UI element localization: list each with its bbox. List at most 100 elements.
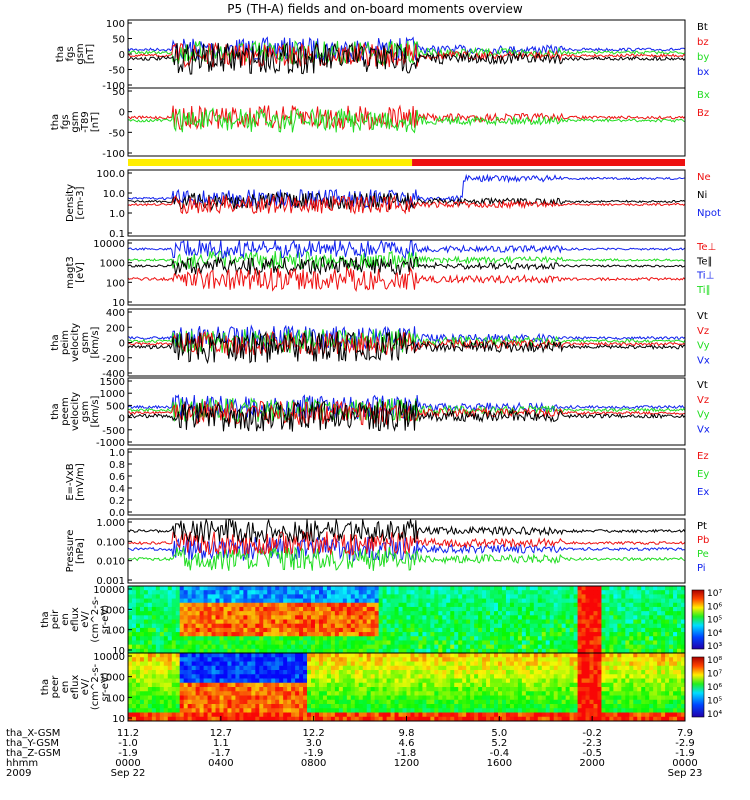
y-axis-label: tha <box>40 611 51 627</box>
y-axis-label: [eV] <box>75 262 86 283</box>
y-axis-label: tha <box>40 679 51 695</box>
series-line-Pe <box>128 546 685 571</box>
panel-frame <box>127 377 686 446</box>
y-axis-label: -T89 <box>80 111 91 133</box>
x-row-value: 5.0 <box>491 728 507 739</box>
y-tick-label: -400 <box>102 369 125 380</box>
y-axis-label: eflux <box>70 675 81 700</box>
legend-entry-Ni: Ni <box>697 190 707 201</box>
colorbar-scale <box>691 589 705 650</box>
colorbar-peir-eflux: 10⁷ 10⁶ 10⁵ 10⁴ 10³ <box>691 589 722 652</box>
colorbar-tick-label: 10⁶ <box>707 683 722 693</box>
panel-peer-eflux: 10⁸ 10⁷ 10⁶ 10⁵ 10⁴ 10000 1000 100 10 tha peer en ef… <box>40 652 722 725</box>
y-tick-label: 0.001 <box>96 576 125 587</box>
colorbar-tick-label: 10⁸ <box>707 656 722 666</box>
y-tick-label: 100 <box>106 278 125 289</box>
legend-entry-Ti⊥: Ti⊥ <box>696 271 714 282</box>
x-row-value: -2.9 <box>675 738 695 749</box>
legend-entry-Pi: Pi <box>697 563 706 574</box>
panel-temperature: 10000 1000 100 10 magt3 [eV] Te⊥ Te∥ Ti⊥ Ti∥ <box>65 239 716 309</box>
series-line-Ti⊥ <box>128 240 685 260</box>
x-row-value: 2000 <box>579 758 604 769</box>
y-tick-label: 0.2 <box>109 496 125 507</box>
y-tick-label: 100 <box>106 626 125 637</box>
y-axis-label: en <box>60 681 71 694</box>
x-row-value: 7.9 <box>677 728 693 739</box>
legend-entry-Vy: Vy <box>697 341 710 352</box>
series-line-Pt <box>128 519 685 544</box>
colorbar-tick-label: 10³ <box>707 642 722 652</box>
y-tick-label: 0.0 <box>109 508 125 519</box>
y-axis-label: eV/ <box>80 678 91 695</box>
panel-peer-eflux-plot <box>128 653 685 721</box>
panel-temperature-plot <box>128 240 685 292</box>
y-axis-label: peir <box>50 609 61 629</box>
legend-entry-Pe: Pe <box>697 549 709 560</box>
x-row-value: -1.7 <box>211 748 231 759</box>
y-axis-label: gsm <box>75 43 86 64</box>
colorbar-tick-label: 10⁷ <box>707 589 722 599</box>
y-tick-label: 10 <box>112 714 125 725</box>
legend-entry-Ez: Ez <box>697 451 709 462</box>
x-row-label: tha_Z-GSM <box>6 748 61 759</box>
y-axis-label: E=-VxB <box>65 463 76 500</box>
y-tick-label: 10000 <box>93 239 125 250</box>
series-line-Vt <box>128 330 685 365</box>
colorbar-peer-eflux: 10⁸ 10⁷ 10⁶ 10⁵ 10⁴ <box>691 656 722 720</box>
y-tick-label: 0 <box>119 339 125 350</box>
y-tick-label: 10 <box>112 298 125 309</box>
panel-peir-eflux: 10⁷ 10⁶ 10⁵ 10⁴ 10³ 10000 1000 100 10 tha peir en ef… <box>40 585 722 657</box>
y-tick-label: 100 <box>106 19 125 30</box>
x-row-value: 12.7 <box>210 728 232 739</box>
legend-entry-Ey: Ey <box>697 469 709 480</box>
y-tick-label: -100 <box>102 81 125 92</box>
y-axis-label: gsm <box>70 111 81 132</box>
legend-entry-Te⊥: Te⊥ <box>696 242 716 253</box>
y-axis-label: velocity <box>70 392 81 431</box>
x-row-value: -0.5 <box>582 748 602 759</box>
panel-peir-eflux-plot <box>128 586 685 653</box>
x-row-value: -0.4 <box>490 748 510 759</box>
colorbar-tick-label: 10⁵ <box>707 697 722 707</box>
panel-frame <box>127 169 686 237</box>
y-axis-label: Pressure <box>65 530 76 573</box>
y-tick-label: -1000 <box>96 438 125 449</box>
x-row-value: Sep 22 <box>111 768 146 779</box>
series-line-Ni <box>128 191 685 212</box>
x-row-value: 0400 <box>208 758 233 769</box>
legend-entry-Bt: Bt <box>697 22 708 33</box>
y-tick-label: -200 <box>102 354 125 365</box>
panel-fgs-gsm-t89-plot <box>128 104 685 134</box>
x-row-value: -1.0 <box>118 738 138 749</box>
y-axis-label: tha <box>50 403 61 419</box>
series-line-Bt <box>128 41 685 75</box>
y-tick-label: 0.6 <box>109 472 125 483</box>
x-row-value: 5.2 <box>491 738 507 749</box>
legend-entry-Pt: Pt <box>697 521 707 532</box>
y-axis-label: (cm^2-s- <box>90 596 101 643</box>
panel-fgs-gsm-t89: 50 0 -50 -100 tha fgs gsm -T89 [nT] Bx Bz <box>50 87 710 160</box>
y-tick-label: 400 <box>106 308 125 319</box>
y-tick-label: 0.4 <box>109 484 125 495</box>
y-axis-label: [mV/m] <box>75 463 86 501</box>
series-line-Ti∥ <box>128 250 685 271</box>
legend-entry-Vy: Vy <box>697 410 710 421</box>
x-row-value: 0800 <box>301 758 326 769</box>
x-row-value: 9.8 <box>399 728 415 739</box>
x-row-label: tha_Y-GSM <box>6 738 59 749</box>
colorbar-tick-label: 10⁶ <box>707 602 722 612</box>
y-axis-label: sr-eV) <box>100 605 111 634</box>
y-tick-label: 10000 <box>93 585 125 596</box>
x-row-value: -1.9 <box>118 748 138 759</box>
x-row-value: 4.6 <box>399 738 415 749</box>
y-tick-label: 1000 <box>100 605 125 616</box>
panel-peim-velocity-plot <box>128 324 685 365</box>
x-row-value: -0.2 <box>582 728 602 739</box>
colorbar-tick-label: 10⁵ <box>707 616 722 626</box>
legend-entry-Vt: Vt <box>697 380 708 391</box>
y-tick-label: 0 <box>119 414 125 425</box>
y-axis-label: eflux <box>70 607 81 632</box>
series-line-Te∥ <box>128 255 685 276</box>
